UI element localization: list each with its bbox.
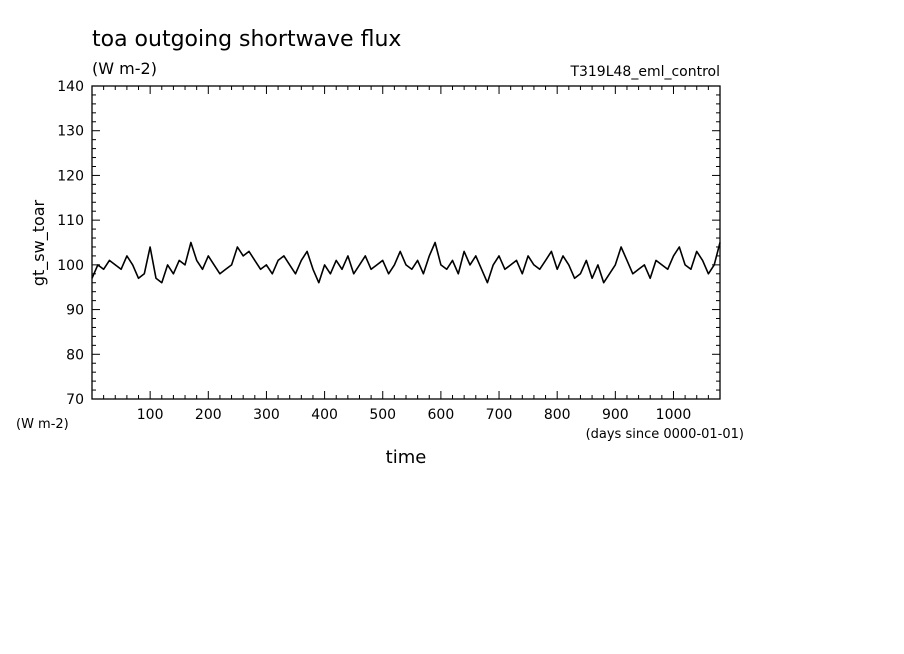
y-tick-labels: 70 80 90 100 110 120 130 140 [57,79,84,408]
y-tick-label: 130 [57,124,84,140]
axis-ticks [92,85,720,400]
y-tick-label: 110 [57,213,84,229]
chart-title: toa outgoing shortwave flux [92,27,401,52]
y-tick-label: 80 [66,347,84,363]
x-tick-label: 800 [544,407,571,423]
plot-area [91,241,721,284]
x-tick-label: 600 [428,407,455,423]
x-axis-label: time [386,447,427,468]
x-tick-labels: 100 200 300 400 500 600 700 800 900 1000 [137,407,692,423]
y-tick-label: 120 [57,168,84,184]
x-tick-label: 400 [311,407,338,423]
x-unit-label: (days since 0000-01-01) [586,427,744,442]
y-tick-label: 70 [66,392,84,408]
run-label: T319L48_eml_control [569,64,720,80]
series-line [91,241,721,284]
x-tick-label: 300 [253,407,280,423]
y-tick-label: 90 [66,303,84,319]
y-tick-label: 100 [57,258,84,274]
x-tick-label: 500 [369,407,396,423]
x-tick-label: 1000 [656,407,692,423]
y-axis-label: gt_sw_toar [29,199,49,286]
x-tick-label: 900 [602,407,629,423]
x-tick-label: 200 [195,407,222,423]
y-tick-label: 140 [57,79,84,95]
plot-frame [91,85,721,400]
y-unit-label: (W m-2) [16,417,69,432]
chart-subtitle: (W m-2) [92,59,157,78]
x-tick-label: 700 [486,407,513,423]
x-tick-label: 100 [137,407,164,423]
